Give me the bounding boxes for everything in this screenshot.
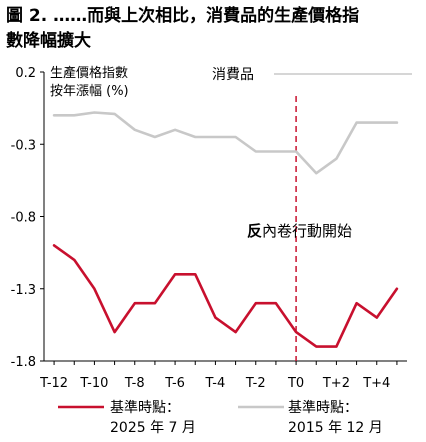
x-tick-label-1: T-10 bbox=[79, 376, 108, 391]
x-tick-label-7: T+2 bbox=[322, 376, 350, 391]
x-tick-label-4: T-4 bbox=[205, 376, 226, 391]
legend-label-0-line-1: 2025 年 7 月 bbox=[110, 420, 196, 436]
event-marker-label-bold: 反 bbox=[247, 222, 262, 240]
y-axis-label-line-1: 按年漲幅 (%) bbox=[50, 84, 129, 99]
x-tick-label-2: T-8 bbox=[124, 376, 145, 391]
x-tick-label-3: T-6 bbox=[164, 376, 185, 391]
legend-label-1-line-1: 2015 年 12 月 bbox=[288, 420, 383, 436]
x-tick-label-6: T0 bbox=[287, 376, 304, 391]
chart-title-line-2: 數降幅擴大 bbox=[6, 31, 91, 51]
event-marker-label: 反內卷行動開始 bbox=[247, 222, 352, 240]
y-tick-label-4: -1.8 bbox=[11, 355, 36, 370]
event-marker-label-rest: 內卷行動開始 bbox=[262, 222, 352, 240]
chart-title: 圖 2. ……而與上次相比，消費品的生產價格指 數降幅擴大 bbox=[6, 4, 420, 54]
y-tick-label-1: -0.3 bbox=[11, 138, 36, 153]
y-tick-label-0: 0.2 bbox=[15, 66, 36, 81]
legend-label-1-line-0: 基準時點： bbox=[288, 399, 358, 416]
y-tick-label-2: -0.8 bbox=[11, 211, 36, 226]
series-0-line bbox=[52, 244, 399, 348]
x-tick-label-0: T-12 bbox=[39, 376, 68, 391]
panel-label: 消費品 bbox=[212, 67, 254, 83]
y-tick-label-3: -1.3 bbox=[11, 283, 36, 298]
legend-label-0-line-0: 基準時點： bbox=[110, 399, 180, 416]
x-tick-label-5: T-2 bbox=[245, 376, 266, 391]
series-1-line bbox=[52, 111, 399, 175]
x-tick-label-8: T+4 bbox=[362, 376, 390, 391]
y-axis-label-line-0: 生產價格指數 bbox=[50, 65, 128, 81]
chart-title-line-1: 圖 2. ……而與上次相比，消費品的生產價格指 bbox=[6, 6, 360, 26]
